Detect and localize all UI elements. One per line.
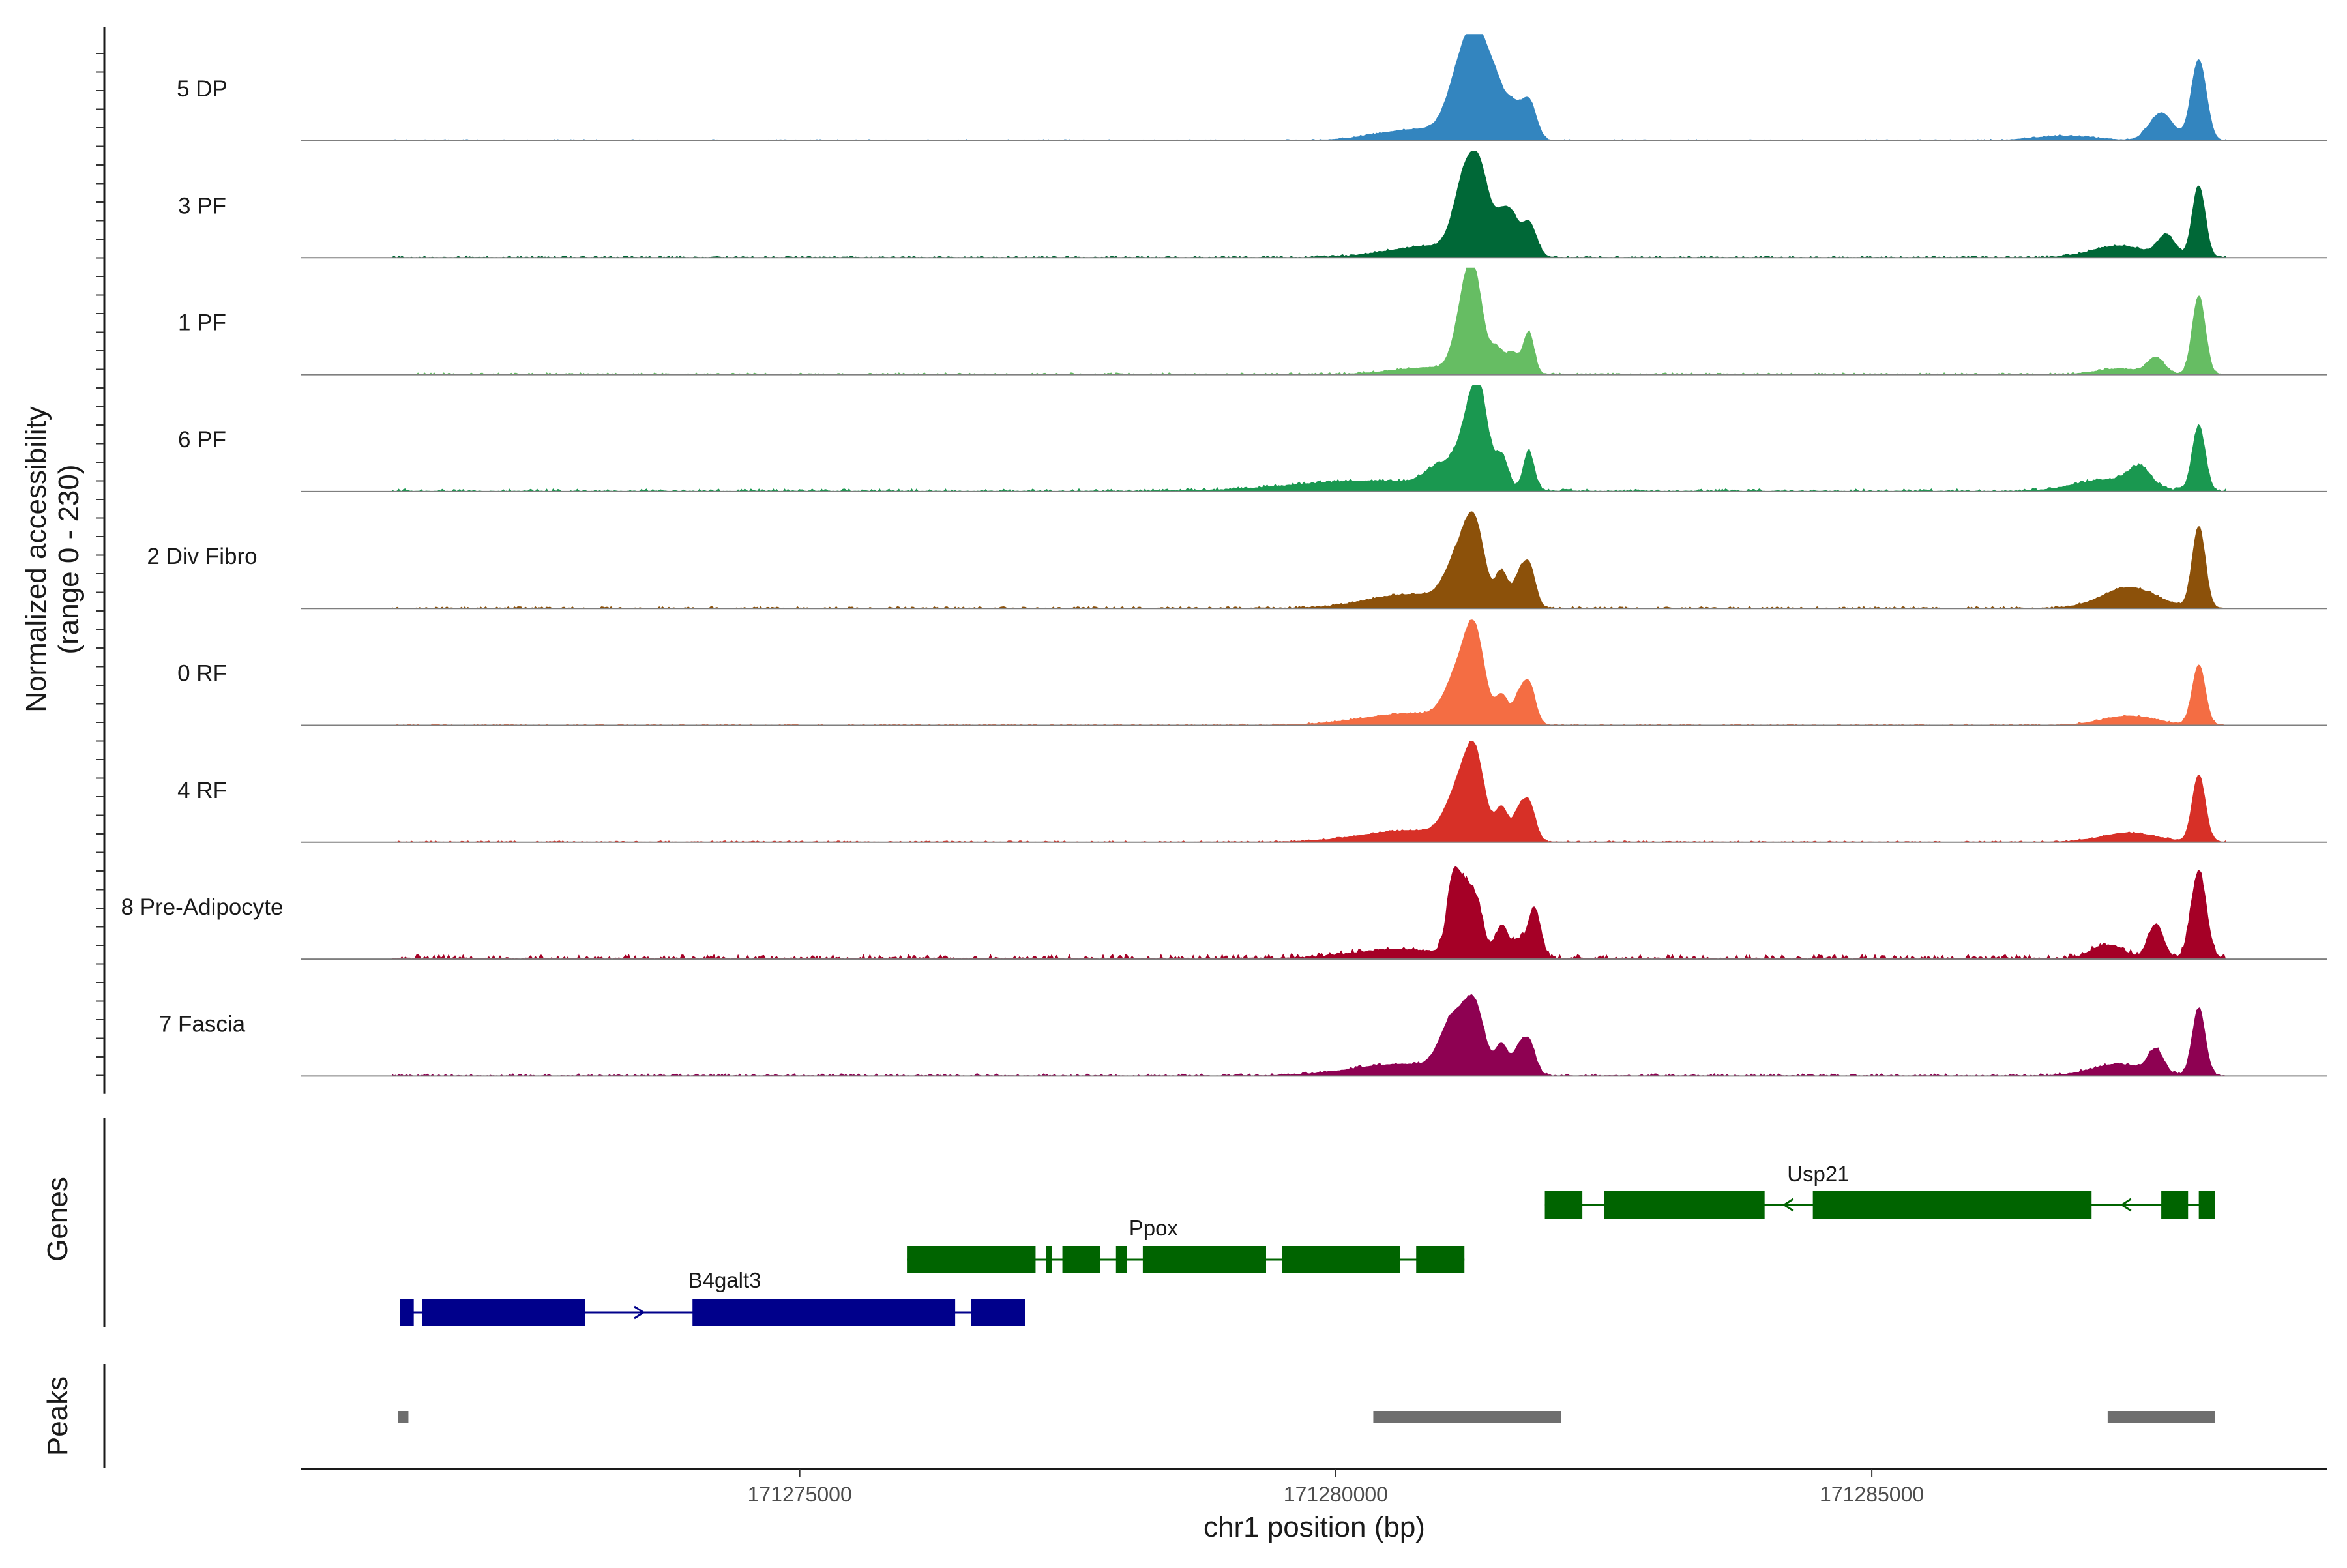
gene-exon <box>1046 1246 1052 1273</box>
gene-exon <box>692 1299 956 1326</box>
track-7-fascia: 7 Fascia <box>159 994 2327 1077</box>
peak-region <box>398 1411 409 1423</box>
coverage-y-axis <box>96 27 106 1094</box>
track-label: 6 PF <box>178 427 226 452</box>
gene-exon <box>907 1246 1036 1273</box>
track-label: 4 RF <box>177 778 227 803</box>
genes-axis-title: Genes <box>42 1177 74 1262</box>
coverage-area <box>392 619 2226 726</box>
x-axis-title: chr1 position (bp) <box>1203 1511 1425 1543</box>
coverage-area <box>392 994 2226 1077</box>
coverage-area <box>392 866 2226 960</box>
coverage-area <box>392 267 2226 376</box>
coverage-tracks: 5 DP 3 PF 1 PF 6 PF 2 Div Fibro 0 RF 4 RF 8 Pre… <box>121 34 2327 1077</box>
track-8-pre-adipocyte: 8 Pre-Adipocyte <box>121 866 2327 960</box>
track-3-pf: 3 PF <box>178 151 2327 259</box>
gene-exon <box>1544 1191 1583 1219</box>
gene-exon <box>1115 1246 1127 1273</box>
y-axis-title-line1: Normalized accessibility <box>20 406 52 712</box>
gene-ppox: Ppox <box>907 1216 1465 1273</box>
strand-arrow <box>2119 1198 2132 1212</box>
gene-exon <box>422 1299 585 1326</box>
gene-exon <box>1142 1246 1266 1273</box>
strand-arrow <box>1782 1198 1794 1212</box>
coverage-area <box>391 34 2226 141</box>
gene-label: Usp21 <box>1787 1162 1849 1186</box>
gene-exon <box>1812 1191 2092 1219</box>
gene-label: Ppox <box>1129 1216 1179 1240</box>
gene-exon <box>1062 1246 1100 1273</box>
coverage-area <box>392 385 2226 492</box>
gene-exon <box>400 1299 414 1326</box>
track-label: 1 PF <box>178 310 226 336</box>
x-tick-label: 171285000 <box>1820 1483 1924 1506</box>
x-tick-label: 171280000 <box>1284 1483 1388 1506</box>
gene-exon <box>2198 1191 2215 1219</box>
gene-usp21: Usp21 <box>1544 1162 2215 1219</box>
y-axis-title-line2: (range 0 - 230) <box>53 464 85 654</box>
peaks-panel <box>103 1364 2215 1468</box>
peak-region <box>2107 1411 2215 1423</box>
track-2-div-fibro: 2 Div Fibro <box>147 511 2327 610</box>
track-label: 7 Fascia <box>159 1011 246 1037</box>
track-label: 3 PF <box>178 193 226 218</box>
gene-b4galt3: B4galt3 <box>400 1268 1025 1326</box>
track-label: 5 DP <box>177 76 228 102</box>
coverage-area <box>392 151 2226 258</box>
gene-exon <box>1282 1246 1400 1273</box>
peaks-axis-title: Peaks <box>42 1376 74 1456</box>
gene-exon <box>971 1299 1025 1326</box>
track-4-rf: 4 RF <box>177 741 2327 843</box>
track-1-pf: 1 PF <box>178 267 2327 376</box>
coverage-area <box>392 511 2226 609</box>
gene-exon <box>2161 1191 2189 1219</box>
track-label: 2 Div Fibro <box>147 544 257 569</box>
track-6-pf: 6 PF <box>178 385 2327 492</box>
strand-arrow <box>634 1305 645 1320</box>
track-5-dp: 5 DP <box>177 34 2327 141</box>
coverage-area <box>392 741 2226 843</box>
x-tick-label: 171275000 <box>748 1483 852 1506</box>
peak-region <box>1373 1411 1561 1423</box>
track-label: 0 RF <box>177 661 227 687</box>
gene-label: B4galt3 <box>688 1268 761 1292</box>
gene-exon <box>1416 1246 1465 1273</box>
track-0-rf: 0 RF <box>177 619 2327 726</box>
track-label: 8 Pre-Adipocyte <box>121 895 283 920</box>
gene-exon <box>1604 1191 1765 1219</box>
x-axis: 171275000 171280000 171285000 <box>301 1468 2327 1506</box>
genes-panel: B4galt3 Ppox Usp21 <box>103 1118 2215 1327</box>
